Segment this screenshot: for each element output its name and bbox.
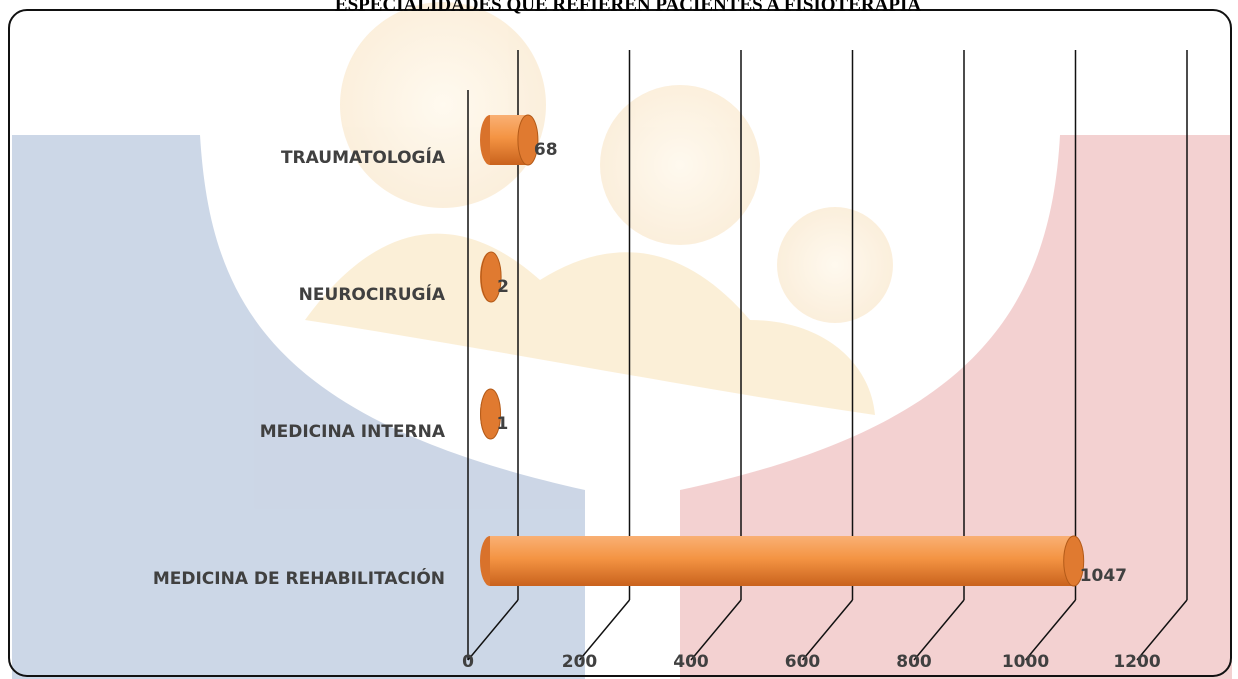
x-tick-label: 600 xyxy=(785,652,821,672)
bar-part xyxy=(517,114,539,166)
y-tick-label: MEDICINA INTERNA xyxy=(260,422,446,442)
y-tick-label: MEDICINA DE REHABILITACIÓN xyxy=(153,567,445,589)
bar-part xyxy=(490,536,1074,586)
grid-line xyxy=(578,599,631,661)
x-tick-label: 800 xyxy=(896,652,932,672)
bar xyxy=(480,535,1085,587)
data-label: 1047 xyxy=(1080,566,1127,586)
bar-part xyxy=(480,388,502,440)
bar-part xyxy=(480,251,502,303)
grid-line xyxy=(467,599,519,661)
data-label: 1 xyxy=(497,414,509,434)
y-tick-label: TRAUMATOLOGÍA xyxy=(281,146,446,168)
x-tick-label: 1000 xyxy=(1002,652,1049,672)
y-tick-label: NEUROCIRUGÍA xyxy=(299,283,446,305)
grid-line xyxy=(801,599,854,661)
x-tick-label: 200 xyxy=(562,652,598,672)
chart-title: ESPECIALIDADES QUE REFIEREN PACIENTES A … xyxy=(335,0,921,15)
bar xyxy=(480,388,502,440)
data-label: 68 xyxy=(534,140,558,160)
grid-line xyxy=(690,599,742,661)
grid-line xyxy=(913,599,965,661)
x-tick-label: 1200 xyxy=(1113,652,1160,672)
x-tick-label: 400 xyxy=(673,652,709,672)
x-tick-label: 0 xyxy=(462,652,474,672)
frame xyxy=(8,9,1232,677)
grid-line xyxy=(1136,599,1188,661)
bar xyxy=(480,251,502,303)
grid-line xyxy=(1024,599,1077,661)
bar xyxy=(480,114,539,166)
data-label: 2 xyxy=(497,277,509,297)
bar-part xyxy=(1063,535,1085,587)
